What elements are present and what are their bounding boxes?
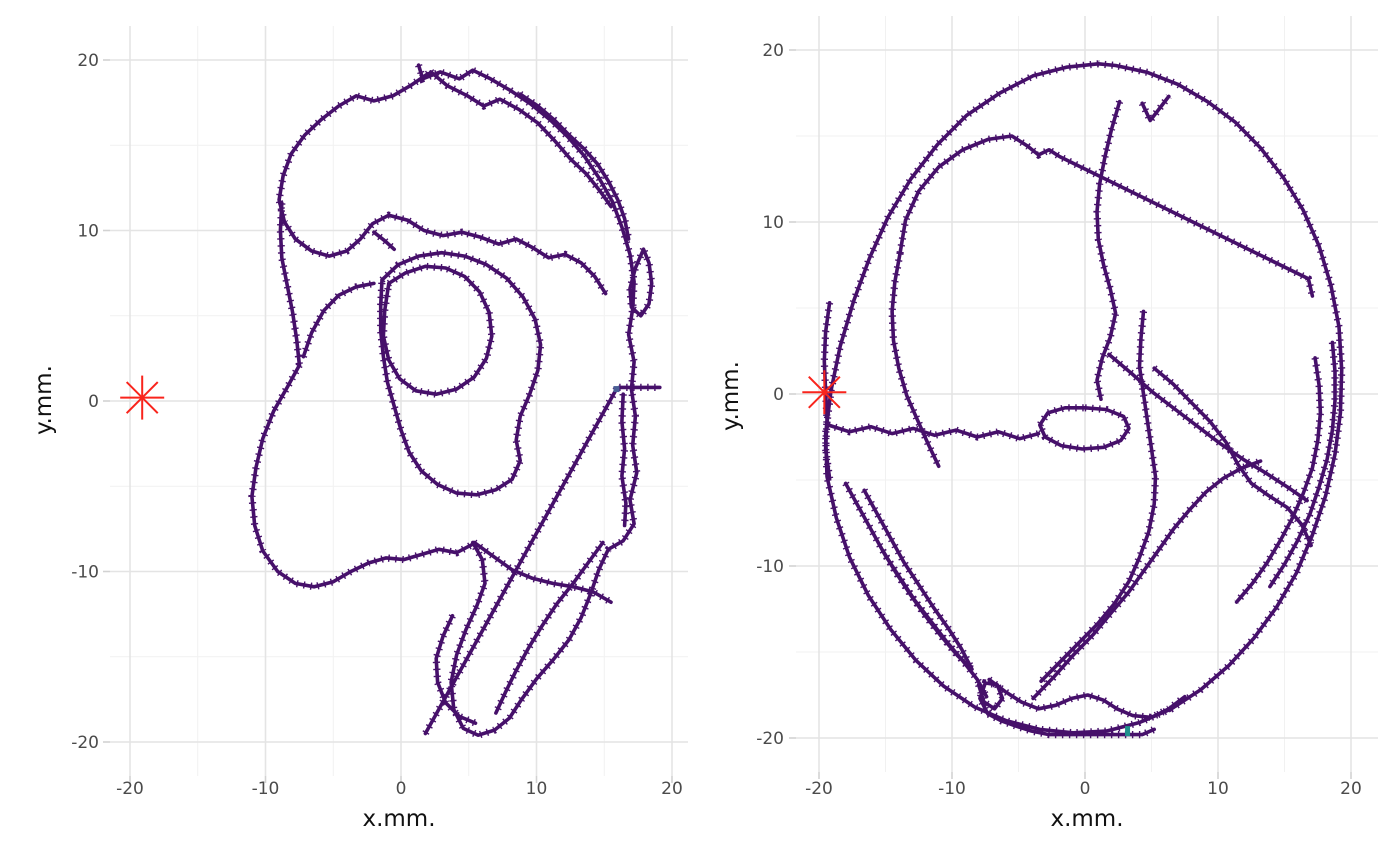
trajectory-path-mid-right-wiggle [472, 540, 613, 605]
trajectory-path-top-right-bundle [518, 92, 631, 241]
y-tick-label: -20 [756, 729, 784, 749]
y-tick-label: -10 [71, 563, 99, 583]
trajectory-path-center-stub [372, 230, 397, 252]
start-asterisk-marker [125, 381, 159, 414]
x-tick-label: -20 [116, 779, 144, 799]
trajectory-tick-texture-outer-oval [821, 60, 1346, 737]
trajectory-path-bottom-wavy-strand [987, 677, 1187, 720]
accent-point [1125, 726, 1131, 737]
trajectory-path-right-inner-bundle-2 [1268, 340, 1337, 589]
trajectory-path-right-hook-loop [628, 247, 654, 318]
trajectory-path-top-down-strand [1095, 99, 1122, 402]
x-tick-label: 20 [1340, 779, 1362, 799]
y-tick-label: 10 [77, 222, 99, 242]
x-tick-label: 10 [526, 779, 548, 799]
trajectory-path-right-inner-bundle-1 [1234, 356, 1323, 604]
trajectory-path-top-left-loop [277, 71, 608, 296]
trajectory-path-inner-left-vertical [890, 251, 941, 469]
y-tick-label: 20 [762, 41, 784, 61]
trajectory-path-inner-arc-and-chord [898, 134, 1315, 298]
x-tick-label: -20 [805, 779, 833, 799]
x-axis-title-right: x.mm. [1050, 806, 1124, 832]
panel-right: -20 -10 0 10 20 -20 -10 0 10 20 [756, 16, 1378, 799]
trajectory-path-homing-diagonal [423, 387, 619, 736]
trajectory-path-outer-oval [823, 61, 1344, 735]
trajectory-path-outer-arc-and-bottom-lobe [416, 63, 639, 738]
trajectory-path-lower-left-loop [250, 363, 475, 589]
y-tick-label: 10 [762, 213, 784, 233]
trajectory-path-bottom-right-strand [494, 540, 605, 715]
trajectory-path-se-diagonal-2 [1152, 366, 1313, 548]
trajectory-path-inner-ring-large [378, 250, 543, 497]
trajectory-path-center-down-left-strand [1039, 309, 1158, 684]
trajectory-path-rise-right-curve [1031, 459, 1263, 701]
trajectory-path-central-ellipse [1038, 405, 1131, 451]
x-tick-label: -10 [252, 779, 280, 799]
x-axis-title-left: x.mm. [362, 806, 436, 832]
y-axis-title-right: y.mm. [718, 361, 744, 431]
panel-left: -20 -10 0 10 20 -20 -10 0 10 20 [71, 26, 688, 799]
x-tick-label: -10 [938, 779, 966, 799]
trajectory-path-se-diagonal-1 [1107, 352, 1309, 503]
trajectory-tick-texture-top-left-loop [275, 70, 609, 296]
trajectory-tick-texture-lower-left-loop [248, 363, 475, 591]
trajectory-path-bottom-connector [434, 613, 478, 726]
trajectory-path-top-right-notch [1140, 94, 1171, 123]
x-tick-label: 0 [396, 779, 407, 799]
trajectory-path-left-band [826, 423, 1041, 441]
y-tick-label: -10 [756, 557, 784, 577]
x-tick-label: 20 [661, 779, 683, 799]
trajectory-path-left-inner-connector [301, 281, 376, 359]
trajectory-path-left-vertical-connector [278, 201, 302, 368]
trajectory-path-second-top-arc [428, 70, 613, 209]
y-tick-label: 0 [773, 385, 784, 405]
trajectory-path-hook-and-bottom-flat [976, 681, 1156, 737]
trajectory-path-right-inner-vertical [620, 392, 628, 528]
trajectory-path-inner-ring-small [381, 264, 494, 397]
y-tick-label: -20 [71, 733, 99, 753]
x-tick-label: 0 [1080, 779, 1091, 799]
x-tick-label: 10 [1207, 779, 1229, 799]
y-axis-title-left: y.mm. [31, 365, 57, 435]
y-tick-label: 0 [88, 392, 99, 412]
accent-point [613, 386, 620, 393]
start-asterisk-marker [808, 376, 841, 409]
y-tick-label: 20 [77, 51, 99, 71]
trajectory-path-braid-strand-2 [862, 488, 974, 672]
